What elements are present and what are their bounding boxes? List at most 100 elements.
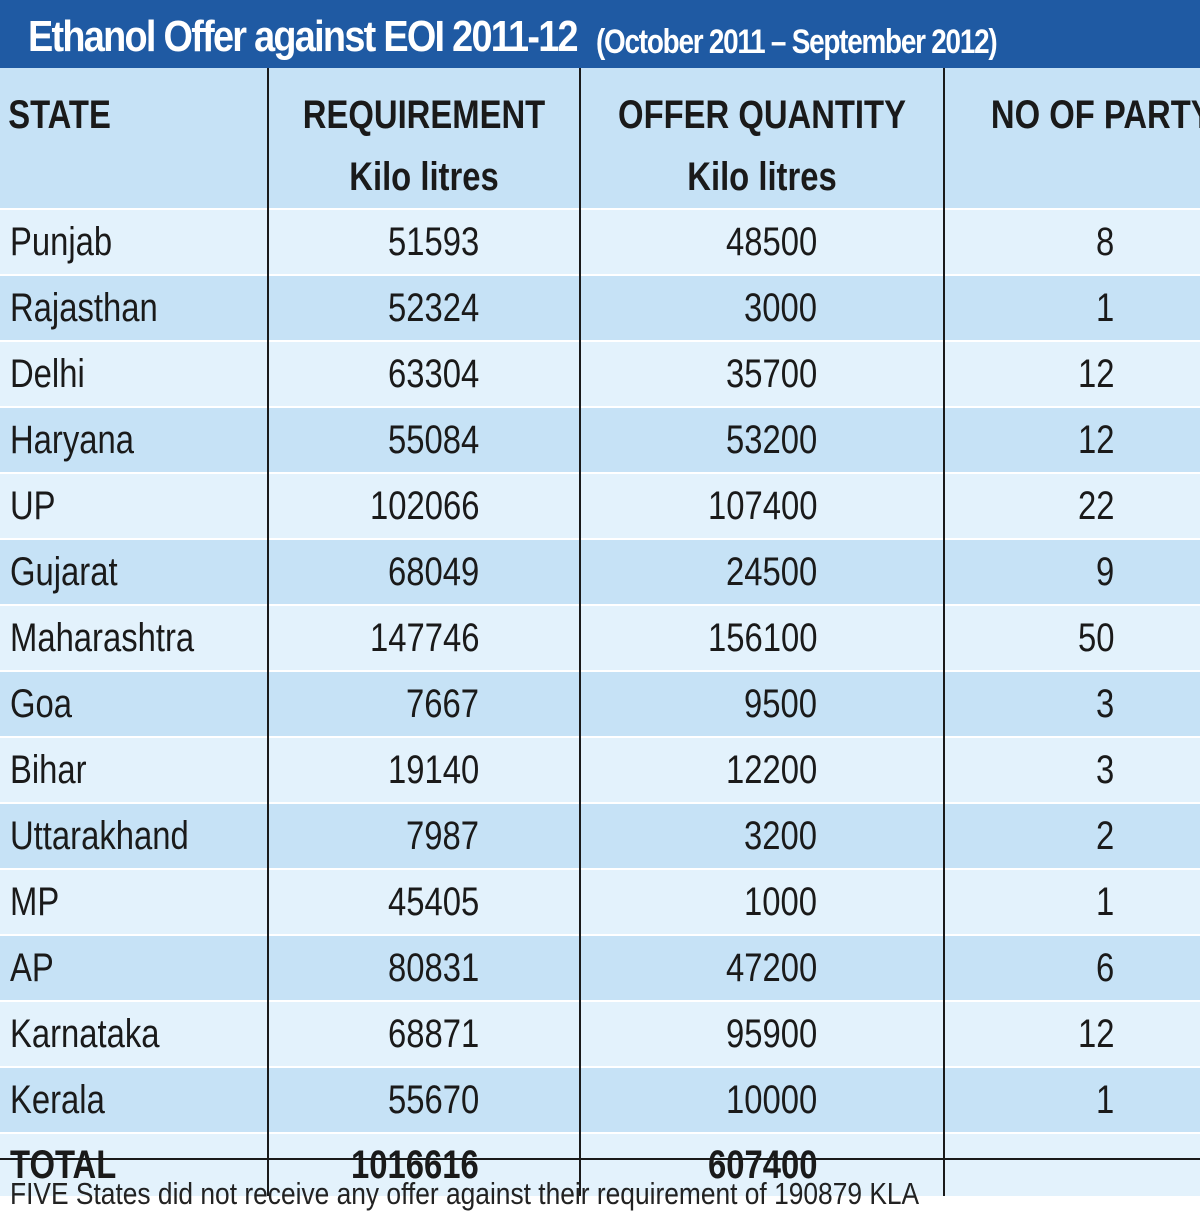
cell-offer-text: 9500 <box>744 681 817 726</box>
cell-offer-text: 12200 <box>725 747 817 792</box>
footnote-divider <box>0 1158 1200 1160</box>
cell-total-requirement: 1016616 <box>268 1132 581 1196</box>
cell-requirement: 45405 <box>268 868 581 935</box>
cell-requirement-text: 68871 <box>387 1011 479 1056</box>
cell-requirement-text: 102066 <box>369 483 479 528</box>
table-row: Rajasthan 52324 3000 1 <box>0 274 1200 341</box>
cell-party: 22 <box>944 472 1200 539</box>
cell-state: Maharashtra <box>0 604 269 671</box>
cell-requirement-text: 55670 <box>387 1077 479 1122</box>
cell-state-text: Uttarakhand <box>10 813 189 858</box>
cell-state-text: Bihar <box>10 747 87 792</box>
title-bar: Ethanol Offer against EOI 2011-12 (Octob… <box>0 0 1200 68</box>
table-row: MP 45405 1000 1 <box>0 868 1200 935</box>
cell-party-text: 50 <box>1077 615 1114 660</box>
cell-requirement-text: 63304 <box>387 351 479 396</box>
cell-requirement: 7667 <box>268 670 581 737</box>
cell-requirement-text: 147746 <box>369 615 479 660</box>
cell-party: 6 <box>944 934 1200 1001</box>
cell-requirement: 51593 <box>268 208 581 275</box>
cell-state-text: AP <box>10 945 54 990</box>
cell-party: 12 <box>944 406 1200 473</box>
cell-party: 1 <box>944 274 1200 341</box>
cell-offer-text: 95900 <box>725 1011 817 1056</box>
cell-party-text: 12 <box>1077 351 1114 396</box>
cell-party: 3 <box>944 736 1200 803</box>
table-body: Punjab 51593 48500 8 Rajasthan 52324 3000 1 Delh… <box>0 208 1200 1196</box>
cell-state-text: Gujarat <box>10 549 118 594</box>
cell-offer: 3000 <box>580 274 945 341</box>
cell-party: 3 <box>944 670 1200 737</box>
cell-offer: 156100 <box>580 604 945 671</box>
header-offer-unit: Kilo litres <box>687 155 837 199</box>
cell-party: 9 <box>944 538 1200 605</box>
cell-requirement: 63304 <box>268 340 581 407</box>
cell-state-text: UP <box>10 483 56 528</box>
cell-party-text: 22 <box>1077 483 1114 528</box>
table-row: Goa 7667 9500 3 <box>0 670 1200 737</box>
cell-offer: 24500 <box>580 538 945 605</box>
header-state: STATE <box>0 68 269 209</box>
cell-party: 12 <box>944 340 1200 407</box>
cell-state-text: Rajasthan <box>10 285 158 330</box>
header-offer-label: OFFER QUANTITY <box>618 93 906 137</box>
cell-offer-text: 3200 <box>744 813 817 858</box>
page-subtitle: (October 2011 – September 2012) <box>596 23 998 61</box>
cell-offer: 3200 <box>580 802 945 869</box>
table-row: Delhi 63304 35700 12 <box>0 340 1200 407</box>
cell-offer: 47200 <box>580 934 945 1001</box>
table-row: Gujarat 68049 24500 9 <box>0 538 1200 605</box>
cell-requirement: 55084 <box>268 406 581 473</box>
cell-offer-text: 156100 <box>707 615 817 660</box>
cell-offer: 53200 <box>580 406 945 473</box>
header-requirement-label: REQUIREMENT <box>302 93 546 137</box>
cell-state: Bihar <box>0 736 269 803</box>
cell-requirement: 68871 <box>268 1000 581 1067</box>
cell-total-requirement-text: 1016616 <box>351 1142 479 1187</box>
cell-party-text: 8 <box>1095 219 1114 264</box>
header-offer: OFFER QUANTITY Kilo litres <box>580 68 945 209</box>
cell-state: AP <box>0 934 269 1001</box>
cell-requirement-text: 52324 <box>387 285 479 330</box>
cell-offer: 1000 <box>580 868 945 935</box>
cell-party-text: 1 <box>1095 879 1114 924</box>
cell-party: 12 <box>944 1000 1200 1067</box>
cell-offer: 9500 <box>580 670 945 737</box>
cell-total-label: TOTAL <box>0 1132 269 1196</box>
cell-requirement: 102066 <box>268 472 581 539</box>
cell-requirement-text: 51593 <box>387 219 479 264</box>
cell-party-text: 9 <box>1095 549 1114 594</box>
cell-state: Haryana <box>0 406 269 473</box>
cell-party: 8 <box>944 208 1200 275</box>
header-party-label: NO OF PARTY <box>990 93 1200 137</box>
cell-total-label-text: TOTAL <box>10 1142 117 1187</box>
cell-party-text: 1 <box>1095 1077 1114 1122</box>
header-requirement: REQUIREMENT Kilo litres <box>268 68 581 209</box>
cell-state: Rajasthan <box>0 274 269 341</box>
cell-offer: 95900 <box>580 1000 945 1067</box>
cell-state-text: MP <box>10 879 60 924</box>
table-row: UP 102066 107400 22 <box>0 472 1200 539</box>
table-row: Haryana 55084 53200 12 <box>0 406 1200 473</box>
header-requirement-unit: Kilo litres <box>349 155 499 199</box>
cell-offer: 48500 <box>580 208 945 275</box>
table-row: Maharashtra 147746 156100 50 <box>0 604 1200 671</box>
cell-offer: 10000 <box>580 1066 945 1133</box>
cell-total-offer-text: 607400 <box>707 1142 817 1187</box>
cell-requirement-text: 45405 <box>387 879 479 924</box>
cell-offer-text: 47200 <box>725 945 817 990</box>
cell-offer-text: 10000 <box>725 1077 817 1122</box>
cell-party: 2 <box>944 802 1200 869</box>
cell-offer-text: 35700 <box>725 351 817 396</box>
table-row: Punjab 51593 48500 8 <box>0 208 1200 275</box>
cell-party-text: 1 <box>1095 285 1114 330</box>
page-title: Ethanol Offer against EOI 2011-12 <box>28 12 579 61</box>
cell-requirement-text: 19140 <box>387 747 479 792</box>
cell-offer-text: 53200 <box>725 417 817 462</box>
cell-offer-text: 48500 <box>725 219 817 264</box>
cell-party-text: 12 <box>1077 1011 1114 1056</box>
cell-requirement-text: 7987 <box>406 813 479 858</box>
cell-requirement: 52324 <box>268 274 581 341</box>
cell-party-text: 2 <box>1095 813 1114 858</box>
